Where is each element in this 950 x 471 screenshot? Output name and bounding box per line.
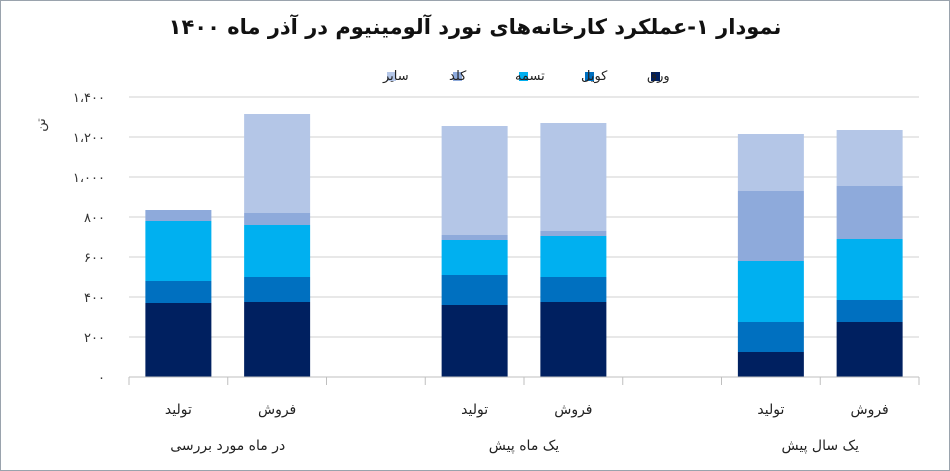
- bar-segment: [836, 300, 903, 322]
- bar-category-label: فروش: [554, 402, 592, 418]
- y-tick-label: ۴۰۰: [84, 291, 105, 306]
- bar-segment: [145, 281, 212, 303]
- y-tick-label: ۸۰۰: [84, 211, 105, 226]
- bar-segment: [836, 322, 903, 377]
- legend-swatch: [387, 72, 396, 81]
- bar-segment: [737, 191, 804, 261]
- y-axis-label: تن: [34, 118, 49, 132]
- bar-category-label: تولید: [461, 402, 488, 418]
- group-label: یک ماه پیش: [489, 438, 560, 454]
- bar-segment: [244, 302, 311, 377]
- bar-segment: [540, 123, 607, 231]
- y-tick-label: ۱،۰۰۰: [73, 171, 105, 186]
- bar-segment: [836, 130, 903, 186]
- legend-label: ورق: [647, 69, 670, 84]
- bar-segment: [244, 225, 311, 277]
- bar-category-label: تولید: [757, 402, 784, 418]
- y-tick-label: ۲۰۰: [84, 331, 105, 346]
- group-label: در ماه مورد بررسی: [170, 438, 285, 454]
- legend-swatch: [453, 72, 462, 81]
- bar-segment: [540, 302, 607, 377]
- bar-category-label: فروش: [258, 402, 296, 418]
- bar-segment: [540, 277, 607, 302]
- legend-label: سایر: [382, 69, 409, 84]
- bar-segment: [244, 213, 311, 225]
- bar-segment: [540, 236, 607, 277]
- bar-segment: [145, 303, 212, 377]
- bar-segment: [540, 231, 607, 236]
- bar-segment: [737, 261, 804, 322]
- legend-label: کویل: [581, 69, 608, 84]
- y-tick-label: ۱،۴۰۰: [73, 91, 105, 106]
- bar-segment: [244, 114, 311, 213]
- legend-swatch: [585, 72, 594, 81]
- bar-segment: [244, 277, 311, 302]
- legend-swatch: [651, 72, 660, 81]
- y-tick-label: ۱،۲۰۰: [73, 131, 105, 146]
- bar-segment: [441, 240, 508, 275]
- bar-segment: [836, 186, 903, 239]
- bar-segment: [441, 126, 508, 235]
- legend-swatch: [519, 72, 528, 81]
- bar-segment: [441, 275, 508, 305]
- legend-label: تسمه: [515, 69, 545, 84]
- bar-category-label: فروش: [850, 402, 888, 418]
- bar-segment: [441, 305, 508, 377]
- bar-segment: [145, 210, 212, 221]
- y-tick-label: ۰: [98, 371, 105, 386]
- bar-segment: [737, 322, 804, 352]
- bar-segment: [737, 134, 804, 191]
- chart-title: نمودار ۱-عملکرد کارخانه‌های نورد آلومینی…: [168, 15, 782, 39]
- bar-category-label: تولید: [165, 402, 192, 418]
- bar-segment: [145, 221, 212, 281]
- group-label: یک سال پیش: [782, 438, 860, 454]
- bar-segment: [836, 239, 903, 300]
- y-tick-label: ۶۰۰: [84, 251, 105, 266]
- bar-segment: [737, 352, 804, 377]
- bar-segment: [441, 235, 508, 240]
- legend-label: کلد: [449, 69, 467, 84]
